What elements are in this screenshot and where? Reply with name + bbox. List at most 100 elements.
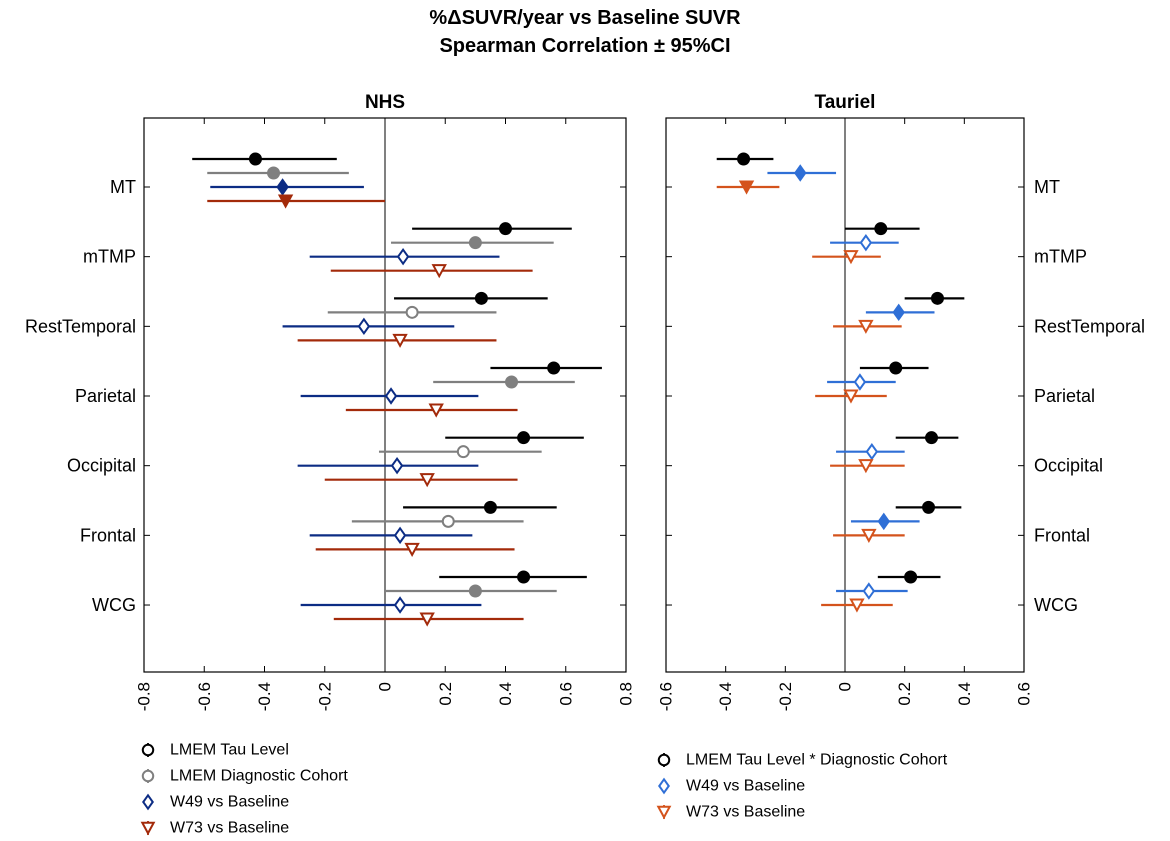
category-label-frontal: Frontal (80, 525, 136, 545)
x-tick-label: 0.2 (436, 682, 455, 706)
point-frontal (877, 512, 891, 531)
point-mt (738, 180, 755, 195)
category-label-mt: MT (110, 177, 136, 197)
legend-label: W73 vs Baseline (170, 820, 289, 837)
point-occipital (517, 431, 531, 445)
series-w49-vs-baseline (210, 178, 500, 614)
category-label-occipital: Occipital (1034, 456, 1103, 476)
point-parietal (853, 373, 867, 391)
legend-diamond-icon (658, 777, 670, 795)
legend-item: W49 vs Baseline (658, 777, 805, 795)
x-tick-label: 0.4 (955, 682, 974, 706)
x-tick-label: 0.6 (556, 682, 575, 706)
category-label-mtmp: mTMP (1034, 247, 1087, 267)
point-parietal (428, 403, 444, 418)
point-mt (267, 166, 281, 180)
point-mtmp (431, 264, 447, 279)
series-w49-vs-baseline (767, 164, 935, 600)
point-mt (248, 152, 262, 166)
panel-title: Tauriel (815, 92, 876, 113)
x-tick-label: -0.6 (657, 682, 676, 711)
legend-label: W49 vs Baseline (170, 794, 289, 811)
point-parietal (384, 387, 398, 405)
point-occipital (865, 442, 879, 461)
point-mt (277, 194, 294, 209)
legend-item: W49 vs Baseline (142, 793, 289, 811)
legend-item: LMEM Tau Level * Diagnostic Cohort (657, 752, 948, 769)
category-label-mtmp: mTMP (83, 247, 136, 267)
category-label-parietal: Parietal (75, 386, 136, 406)
point-wcg (468, 584, 482, 598)
x-tick-label: -0.2 (315, 682, 334, 711)
legend-label: LMEM Tau Level * Diagnostic Cohort (686, 752, 948, 769)
legend-label: LMEM Tau Level (170, 742, 289, 759)
point-resttemporal (858, 319, 874, 334)
legend-diamond-icon (142, 793, 154, 811)
point-parietal (889, 361, 903, 375)
point-wcg (517, 570, 531, 584)
point-mt (276, 178, 289, 196)
point-occipital (456, 445, 470, 459)
point-frontal (483, 500, 497, 514)
x-tick-label: 0.6 (1015, 682, 1034, 706)
point-mt (794, 164, 807, 182)
series-lmem-tau-level-diagnostic-cohort (716, 152, 965, 584)
category-label-frontal: Frontal (1034, 525, 1090, 545)
legend-right: LMEM Tau Level * Diagnostic Cohort W49 vs… (656, 752, 948, 821)
point-resttemporal (357, 317, 371, 336)
legend-label: W49 vs Baseline (686, 778, 805, 795)
category-label-resttemporal: RestTemporal (1034, 316, 1145, 336)
point-mtmp (859, 233, 873, 252)
point-frontal (441, 514, 455, 528)
panel-nhs: NHS -0.8 -0.6 -0.4 -0.2 0 0.2 0.4 0.6 0.8 MT mTMP Re… (25, 92, 636, 711)
point-mt (737, 152, 751, 166)
point-wcg (419, 612, 435, 627)
point-frontal (922, 500, 936, 514)
x-tick-label: -0.4 (255, 682, 274, 711)
point-wcg (904, 570, 918, 584)
point-wcg (393, 596, 407, 614)
x-tick-label: 0.2 (895, 682, 914, 706)
point-wcg (862, 582, 876, 600)
x-tick-label: -0.6 (195, 682, 214, 711)
series-lmem-tau-level (192, 152, 602, 584)
point-parietal (843, 389, 859, 404)
point-mtmp (396, 247, 410, 266)
x-tick-label: 0 (376, 682, 395, 691)
x-tick-label: 0 (836, 682, 855, 691)
x-tick-label: 0.4 (496, 682, 515, 706)
category-label-occipital: Occipital (67, 456, 136, 476)
legend-left: LMEM Tau Level LMEM Diagnostic Cohort W49 … (140, 742, 348, 837)
point-occipital (925, 431, 939, 445)
point-resttemporal (930, 291, 944, 305)
point-occipital (390, 456, 404, 475)
point-mtmp (843, 250, 859, 265)
legend-triangle-icon (656, 805, 672, 820)
series-w73-vs-baseline (207, 194, 533, 627)
category-label-mt: MT (1034, 177, 1060, 197)
x-tick-label: -0.2 (776, 682, 795, 711)
x-tick-label: -0.8 (135, 682, 154, 711)
point-resttemporal (892, 303, 905, 322)
category-label-parietal: Parietal (1034, 386, 1095, 406)
legend-circle-icon (657, 753, 671, 767)
point-wcg (849, 598, 865, 613)
series-w73-vs-baseline (716, 180, 905, 613)
legend-circle-icon (141, 743, 155, 757)
legend-item: W73 vs Baseline (140, 820, 289, 837)
point-mtmp (468, 236, 482, 250)
category-label-resttemporal: RestTemporal (25, 316, 136, 336)
point-parietal (505, 375, 519, 389)
legend-item: LMEM Diagnostic Cohort (141, 768, 348, 785)
point-mtmp (499, 222, 512, 236)
category-label-wcg: WCG (1034, 595, 1078, 615)
series-lmem-diagnostic-cohort (207, 166, 575, 598)
figure-title-line2: Spearman Correlation ± 95%CI (439, 35, 730, 57)
legend-label: LMEM Diagnostic Cohort (170, 768, 348, 785)
point-occipital (858, 459, 874, 474)
point-mtmp (874, 222, 888, 236)
point-resttemporal (474, 291, 488, 305)
category-label-wcg: WCG (92, 595, 136, 615)
point-occipital (419, 473, 435, 488)
